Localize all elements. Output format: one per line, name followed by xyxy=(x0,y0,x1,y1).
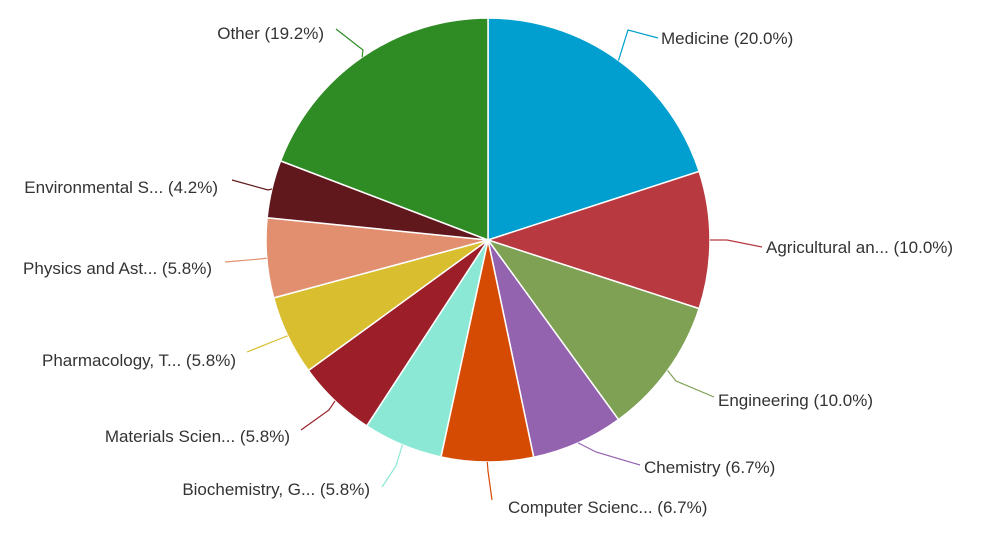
leader-line xyxy=(224,257,267,263)
leader-line xyxy=(617,29,659,61)
pie-slice[interactable] xyxy=(485,170,711,310)
slice-label: Environmental S... (4.2%) xyxy=(24,178,218,197)
slice-label: Physics and Ast... (5.8%) xyxy=(23,259,212,278)
leader-line xyxy=(231,179,273,191)
leader-line xyxy=(667,370,715,398)
slice-label: Materials Scien... (5.8%) xyxy=(105,427,290,446)
slice-label: Other (19.2%) xyxy=(217,24,324,43)
slice-label: Chemistry (6.7%) xyxy=(644,458,775,477)
pie-leader-lines xyxy=(224,28,763,501)
slice-label: Engineering (10.0%) xyxy=(718,391,873,410)
leader-line xyxy=(335,28,364,58)
leader-line xyxy=(577,442,641,466)
leader-line xyxy=(300,400,336,431)
slice-label: Biochemistry, G... (5.8%) xyxy=(182,480,370,499)
leader-line xyxy=(246,335,288,353)
leader-line xyxy=(381,444,403,488)
pie-slice[interactable] xyxy=(487,17,701,242)
slice-label: Medicine (20.0%) xyxy=(661,29,793,48)
slice-label: Computer Scienc... (6.7%) xyxy=(508,498,707,517)
slice-label: Pharmacology, T... (5.8%) xyxy=(42,351,236,370)
pie-slices xyxy=(265,17,711,463)
pie-slice[interactable] xyxy=(486,238,701,421)
leader-line xyxy=(710,239,763,248)
pie-labels: Medicine (20.0%) Agricultural an... (10.0… xyxy=(23,24,953,517)
slice-label: Agricultural an... (10.0%) xyxy=(766,238,953,257)
leader-line xyxy=(486,461,493,501)
